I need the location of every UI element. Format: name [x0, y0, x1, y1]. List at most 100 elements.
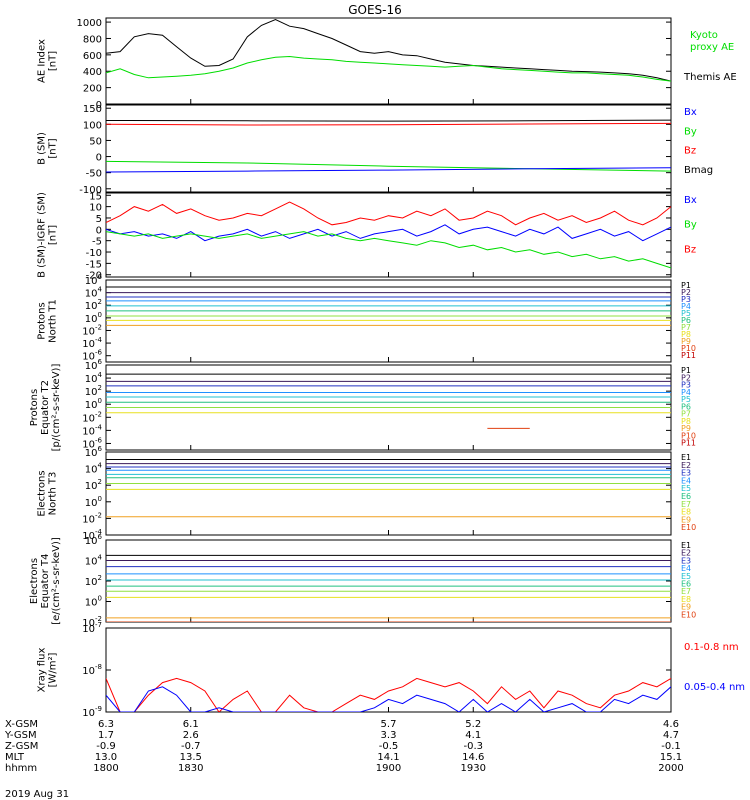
channel-label: P7	[681, 410, 691, 419]
channel-label: P11	[681, 439, 696, 448]
channel-label: P4	[681, 388, 691, 397]
panel-frame	[105, 17, 672, 105]
y-axis-label: Electrons	[29, 558, 40, 604]
channel-label: E1	[681, 541, 691, 550]
x-row-value: 1830	[178, 763, 203, 774]
y-tick-label: 10	[89, 203, 102, 214]
x-row-value: 5.7	[381, 719, 397, 730]
channel-label: E8	[681, 508, 691, 517]
channel-label: P11	[681, 351, 696, 360]
legend-entry: By	[684, 126, 697, 137]
legend-entry: Kyoto	[690, 30, 718, 41]
channel-label: E9	[681, 603, 691, 612]
x-row-value: 4.6	[663, 719, 679, 730]
y-tick-label: 100	[83, 120, 102, 131]
y-tick-label: 106	[85, 445, 103, 459]
y-axis-label: [nT]	[48, 138, 59, 158]
x-axis-block: 2019 Aug 31 X-GSM 6.3 6.1 5.7 5.2 4.6 Y-GSM 1.7…	[4, 719, 684, 800]
channel-label: E6	[681, 492, 691, 501]
channel-label: P1	[681, 366, 691, 375]
channel-label: E6	[681, 580, 691, 589]
channel-label: E2	[681, 549, 691, 558]
x-row-value: 4.1	[465, 730, 481, 741]
y-tick-label: 104	[85, 554, 103, 568]
y-tick-label: 102	[85, 574, 102, 588]
x-row-value: 6.3	[98, 719, 114, 730]
y-tick-label: 104	[85, 371, 103, 385]
channel-label: P5	[681, 309, 691, 318]
x-row-value: -0.7	[181, 741, 201, 752]
series-line	[106, 119, 671, 122]
channel-label: E5	[681, 484, 691, 493]
series-line	[106, 122, 671, 126]
y-tick-label: -20	[86, 271, 102, 282]
y-axis-label: B (SM)-IGRF (SM)	[37, 192, 48, 278]
channel-label: P10	[681, 431, 696, 440]
channel-label: E7	[681, 500, 691, 509]
y-tick-label: -50	[86, 169, 102, 180]
panel-xray: 10-7 10-8 10-9 Xray flux [W/m²] 0.1-0.8 nm 0.0…	[37, 621, 746, 719]
series-line	[106, 19, 671, 82]
x-row-value: 2000	[658, 763, 683, 774]
plot-title: GOES-16	[348, 3, 402, 17]
y-axis-label: Electrons	[37, 470, 48, 516]
y-tick-label: 400	[83, 67, 102, 78]
channel-label: E10	[681, 610, 696, 619]
channel-label: P4	[681, 302, 691, 311]
panel-frame	[105, 539, 672, 623]
y-tick-label: 102	[85, 478, 102, 492]
x-row-value: 13.5	[180, 752, 202, 763]
y-tick-label: 150	[83, 104, 102, 115]
y-axis-label: North T1	[48, 299, 59, 343]
legend-entry: Bz	[684, 244, 696, 255]
legend-entry: Bx	[684, 107, 697, 118]
y-tick-label: 10-9	[82, 705, 102, 719]
x-row-value: 13.0	[95, 752, 117, 763]
y-axis-label: [nT]	[48, 51, 59, 71]
channel-label: P2	[681, 373, 691, 382]
y-tick-label: 102	[85, 384, 102, 398]
panel-ae: 1000 800 600 400 200 0 AE Index [nT] Kyotoproxy …	[37, 17, 737, 111]
x-row-value: 1.7	[98, 730, 114, 741]
x-row-value: -0.3	[463, 741, 483, 752]
series-line	[106, 686, 671, 712]
channel-label: P10	[681, 344, 696, 353]
legend-entry: 0.05-0.4 nm	[684, 682, 745, 693]
y-tick-label: -15	[86, 259, 102, 270]
x-row-label: Z-GSM	[5, 741, 38, 752]
y-axis-label: Equator T4	[40, 554, 51, 609]
channel-label: E4	[681, 476, 691, 485]
x-row-value: 1900	[376, 763, 401, 774]
y-tick-label: 5	[96, 214, 102, 225]
y-tick-label: 100	[85, 495, 102, 509]
y-tick-label: 0	[96, 153, 102, 164]
x-row-label: X-GSM	[5, 719, 38, 730]
y-tick-label: 200	[83, 84, 102, 95]
y-tick-label: 800	[83, 34, 102, 45]
y-tick-label: 10-2	[82, 511, 102, 525]
y-axis-label: AE Index	[37, 39, 48, 83]
x-row-value: 4.7	[663, 730, 679, 741]
series-line	[106, 160, 671, 172]
x-row-value: 1800	[93, 763, 118, 774]
y-axis-label: [nT]	[48, 225, 59, 245]
y-axis-label: B (SM)	[37, 132, 48, 165]
y-tick-label: 100	[85, 397, 102, 411]
series-line	[106, 201, 671, 226]
y-tick-label: 10-8	[82, 663, 102, 677]
legend-entry: proxy AE	[690, 42, 734, 53]
y-tick-label: 10-7	[82, 621, 102, 635]
y-axis-label: [W/m²]	[48, 652, 59, 687]
y-tick-label: 0	[96, 225, 102, 236]
channel-label: E5	[681, 572, 691, 581]
legend-entry: Bz	[684, 146, 696, 157]
y-tick-label: 0	[96, 100, 102, 111]
x-row-value: 15.1	[660, 752, 682, 763]
y-tick-label: 104	[85, 462, 103, 476]
